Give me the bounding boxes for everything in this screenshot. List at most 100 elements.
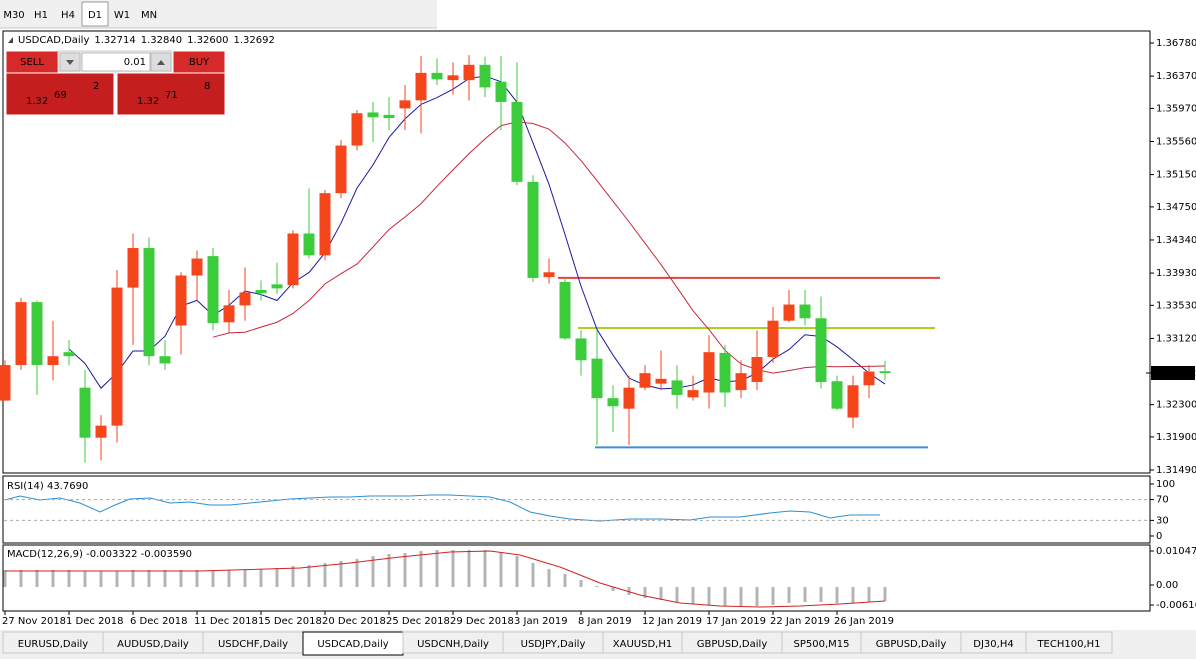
timeframe-button[interactable] <box>28 2 54 26</box>
tab-label: TECH100,H1 <box>1036 639 1100 650</box>
bid-prefix: 1.32 <box>26 96 48 107</box>
timeframe-label: MN <box>141 10 157 21</box>
ask-pips: 71 <box>165 90 178 101</box>
macd-tick-label: -0.006164 <box>1156 600 1196 611</box>
candle-body <box>767 320 779 358</box>
candle-body <box>815 318 827 383</box>
timeframe-button[interactable] <box>55 2 81 26</box>
macd-tick-label: 0.010471 <box>1156 546 1196 557</box>
tab-label: SP500,M15 <box>794 639 850 650</box>
tab-label: USDJPY,Daily <box>521 639 586 650</box>
lot-input[interactable] <box>81 52 151 72</box>
candle-body <box>287 233 299 286</box>
ask-price-box[interactable] <box>116 72 226 116</box>
timeframe-button[interactable] <box>81 1 109 27</box>
rsi-tick-label: 100 <box>1156 479 1175 490</box>
candle-body <box>511 101 523 182</box>
spinner-arrow <box>157 60 165 65</box>
candle-body <box>655 378 667 384</box>
candle-body <box>143 248 155 357</box>
candle-body <box>639 373 651 388</box>
y-tick-label: 1.33930 <box>1156 268 1196 279</box>
candle-body <box>687 390 699 398</box>
candle-body <box>351 113 363 146</box>
ohlc-value: 1.32714 <box>94 35 135 46</box>
candle-body <box>527 181 539 278</box>
rsi-tick-label: 0 <box>1156 531 1162 542</box>
candle-body <box>847 385 859 418</box>
x-tick-label: 1 Dec 2018 <box>66 616 124 627</box>
candle-body <box>495 81 507 102</box>
macd-tick-label: 0.00 <box>1156 580 1178 591</box>
timeframe-button[interactable] <box>109 2 135 26</box>
timeframe-label: D1 <box>88 10 102 21</box>
chart-header: USDCAD,Daily 1.32714 1.32840 1.32600 1.32692 <box>18 35 275 46</box>
macd-histogram <box>3 550 887 606</box>
candle-body <box>63 352 75 357</box>
candle-body <box>719 352 731 393</box>
candle-body <box>335 145 347 194</box>
candle-body <box>703 352 715 393</box>
x-tick-label: 3 Jan 2019 <box>514 616 568 627</box>
candle-body <box>239 292 251 306</box>
y-tick-label: 1.32300 <box>1156 400 1196 411</box>
tab-label: GBPUSD,Daily <box>876 639 947 650</box>
candle-body <box>879 371 891 373</box>
bid-price-box[interactable] <box>5 72 115 116</box>
x-tick-label: 20 Dec 2018 <box>322 616 386 627</box>
macd-signal <box>5 550 886 608</box>
tab-label: USDCNH,Daily <box>417 639 489 650</box>
y-tick-label: 1.31900 <box>1156 432 1196 443</box>
candle-body <box>783 304 795 321</box>
timeframe-label: H4 <box>61 10 75 21</box>
candle-body <box>79 387 91 438</box>
rsi-tick-label: 70 <box>1156 495 1169 506</box>
candle-body <box>671 380 683 395</box>
x-tick-label: 6 Dec 2018 <box>130 616 188 627</box>
candle-body <box>575 338 587 361</box>
candle-body <box>863 371 875 386</box>
symbol-name: USDCAD,Daily <box>18 35 89 46</box>
spinner-arrow <box>66 60 74 65</box>
timeframe-label: H1 <box>34 10 48 21</box>
x-tick-label: 27 Nov 2018 <box>2 616 66 627</box>
candle-body <box>95 425 107 438</box>
x-tick-label: 8 Jan 2019 <box>578 616 632 627</box>
candle-body <box>15 302 27 366</box>
ohlc-value: 1.32692 <box>233 35 274 46</box>
symbol-tab[interactable] <box>1025 631 1113 654</box>
buy-label: BUY <box>189 57 210 68</box>
candle-body <box>431 72 443 80</box>
candle-body <box>831 381 843 409</box>
ohlc-value: 1.32600 <box>187 35 228 46</box>
timeframe-label: W1 <box>114 10 130 21</box>
candle-body <box>543 272 555 278</box>
candle-body <box>367 112 379 118</box>
y-tick-label: 1.34750 <box>1156 202 1196 213</box>
candle-body <box>271 284 283 289</box>
timeframe-button[interactable] <box>136 2 162 26</box>
candle-body <box>255 290 267 294</box>
x-tick-label: 12 Jan 2019 <box>642 616 702 627</box>
candle-body <box>111 287 123 426</box>
tab-label: USDCAD,Daily <box>317 639 388 650</box>
timeframe-button[interactable] <box>1 2 27 26</box>
rsi-panel <box>2 475 1151 544</box>
moving-average <box>68 75 886 390</box>
candle-body <box>463 64 475 81</box>
x-tick-label: 25 Dec 2018 <box>386 616 450 627</box>
candle-body <box>591 358 603 399</box>
ask-point: 8 <box>204 81 210 92</box>
candle-body <box>175 275 187 326</box>
candle-body <box>303 233 315 256</box>
y-tick-label: 1.36370 <box>1156 71 1196 82</box>
ask-prefix: 1.32 <box>137 96 159 107</box>
candle-body <box>447 75 459 81</box>
candle-body <box>623 387 635 409</box>
y-tick-label: 1.35970 <box>1156 103 1196 114</box>
candle-body <box>735 373 747 391</box>
symbol-icon <box>8 37 13 43</box>
current-price-box <box>1151 365 1195 380</box>
candle-body <box>0 365 11 401</box>
